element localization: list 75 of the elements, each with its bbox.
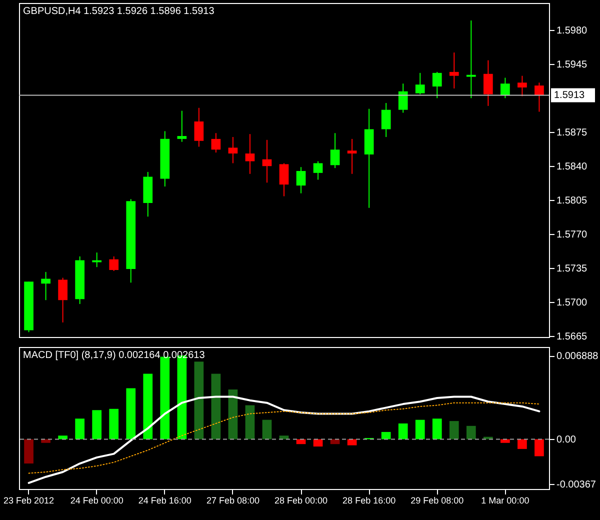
candlestick <box>262 139 272 184</box>
candlestick <box>245 134 255 174</box>
bar <box>347 439 357 446</box>
candlestick <box>534 82 544 112</box>
bar <box>398 423 408 440</box>
candlestick <box>449 52 459 89</box>
bar <box>381 432 391 440</box>
candlestick <box>313 160 323 180</box>
bar <box>534 439 544 456</box>
candlestick <box>330 132 340 169</box>
bar <box>143 374 153 440</box>
bar <box>313 439 323 447</box>
chart-title: GBPUSD,H4 1.5923 1.5926 1.5896 1.5913 <box>23 6 215 17</box>
candlestick <box>500 77 510 99</box>
bar <box>500 439 510 443</box>
candlestick <box>347 138 357 174</box>
y-tick-label: 1.5665 <box>556 332 588 343</box>
bar <box>245 405 255 440</box>
y-tick-label: -0.00367 <box>556 479 596 490</box>
candlestick <box>228 136 238 164</box>
candlestick <box>211 132 221 154</box>
bar <box>432 418 442 440</box>
candlestick <box>279 162 289 197</box>
candlestick <box>483 60 493 106</box>
bar <box>262 420 272 440</box>
candlestick <box>398 83 408 114</box>
bar <box>92 410 102 440</box>
y-tick-label: 1.5875 <box>556 128 588 139</box>
candlestick <box>432 71 442 99</box>
candlestick <box>381 102 391 138</box>
candlestick <box>109 256 119 272</box>
x-tick-label: 29 Feb 08:00 <box>410 496 464 506</box>
bar <box>109 408 119 440</box>
y-tick-label: 1.5700 <box>556 298 588 309</box>
y-tick-label: 1.5980 <box>556 26 588 37</box>
bar <box>126 388 136 440</box>
bar <box>296 439 306 444</box>
bar <box>330 439 340 444</box>
candlestick <box>41 271 50 301</box>
x-tick-label: 27 Feb 08:00 <box>206 496 260 506</box>
x-tick-label: 24 Feb 16:00 <box>138 496 192 506</box>
y-tick-label: 1.5735 <box>556 264 588 275</box>
bar <box>449 421 459 440</box>
line-series <box>28 396 540 484</box>
x-tick-label: 28 Feb 16:00 <box>342 496 396 506</box>
y-tick-label: 1.5805 <box>556 196 588 207</box>
y-tick-label: 1.5770 <box>556 230 588 241</box>
bar <box>415 420 425 440</box>
bar <box>211 374 221 440</box>
x-tick-label: 23 Feb 2012 <box>4 496 54 506</box>
bar <box>518 439 527 449</box>
bar <box>228 389 238 440</box>
y-tick-label: 0.00 <box>556 434 576 446</box>
x-tick-label: 1 Mar 00:00 <box>481 496 530 506</box>
bar <box>160 356 170 440</box>
candlestick <box>296 166 306 194</box>
chart-title: MACD [TF0] (8,17,9) 0.002164 0.002613 <box>23 350 206 361</box>
candlestick <box>58 277 68 323</box>
bar <box>194 362 204 440</box>
ref-line-label: 1.5913 <box>554 90 586 102</box>
candlestick <box>177 110 187 142</box>
bar <box>466 426 476 440</box>
candlestick <box>415 72 425 95</box>
x-tick-label: 28 Feb 00:00 <box>274 496 328 506</box>
line-series <box>28 402 540 474</box>
y-tick-label: 1.5945 <box>556 60 588 71</box>
candlestick <box>466 20 476 99</box>
x-tick-label: 24 Feb 00:00 <box>70 496 124 506</box>
bar <box>75 418 85 440</box>
candlestick <box>194 107 204 148</box>
y-tick-label: 0.006888 <box>556 351 599 362</box>
y-tick-label: 1.5840 <box>556 162 588 173</box>
bar <box>24 439 34 464</box>
bar <box>41 439 50 443</box>
candlestick <box>518 75 527 97</box>
